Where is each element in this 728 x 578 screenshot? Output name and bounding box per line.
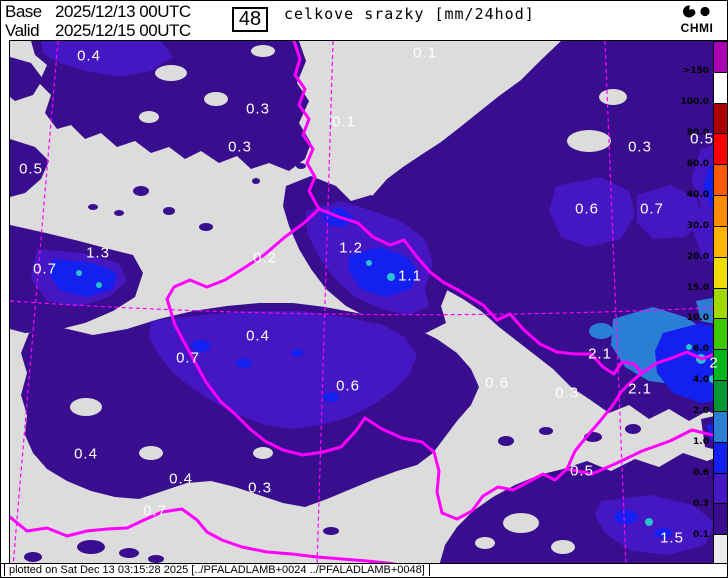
colorbar-segment xyxy=(713,195,727,227)
footer-text: plotted on Sat Dec 13 03:15:28 2025 [../… xyxy=(4,564,430,576)
colorbar-segment xyxy=(713,102,727,135)
country-borders xyxy=(10,41,727,566)
colorbar-tick: 60.0 xyxy=(686,159,709,170)
colorbar-tick: 4.0 xyxy=(693,375,709,386)
colorbar-segment xyxy=(713,380,727,412)
colorbar-segment xyxy=(713,472,727,505)
forecast-step-box: 48 xyxy=(232,7,268,32)
colorbar-tick: 6.0 xyxy=(693,344,709,355)
colorbar-tick: 1.0 xyxy=(693,436,709,447)
colorbar-tick: 80.0 xyxy=(686,128,709,139)
lat-lon-gridlines xyxy=(10,41,727,566)
colorbar-segment xyxy=(713,318,727,351)
colorbar-ticks: >150 100.0 80.0 60.0 40.0 30.0 20.0 15.0 10.0 6.0… xyxy=(641,41,711,566)
colorbar-tick: 0.1 xyxy=(693,529,709,540)
page-title: celkove srazky [mm/24hod] xyxy=(284,5,535,23)
colorbar-tick: 2.0 xyxy=(693,406,709,417)
colorbar-segment xyxy=(713,256,727,289)
valid-time-line: Valid 2025/12/15 00UTC xyxy=(5,21,191,41)
colorbar-tick: 20.0 xyxy=(686,251,709,262)
colorbar-segment xyxy=(713,349,727,382)
chmi-logo: CHMI xyxy=(677,4,717,35)
precipitation-field xyxy=(10,41,727,566)
colorbar-segment xyxy=(713,410,727,443)
colorbar-tick: 100.0 xyxy=(680,97,709,108)
colorbar-segment xyxy=(713,287,727,320)
colorbar-tick: 0.6 xyxy=(693,467,709,478)
colorbar-tick: >150 xyxy=(682,66,709,77)
colorbar-segment xyxy=(713,164,727,197)
chmi-logo-icon xyxy=(683,4,710,18)
weather-map xyxy=(9,40,727,567)
colorbar-tick: 0.3 xyxy=(693,498,709,509)
colorbar xyxy=(713,41,727,567)
colorbar-segment xyxy=(713,534,727,567)
colorbar-segment xyxy=(713,441,727,474)
colorbar-segment xyxy=(713,133,727,166)
footer: plotted on Sat Dec 13 03:15:28 2025 [../… xyxy=(1,563,727,577)
colorbar-segment xyxy=(713,225,727,258)
colorbar-segment xyxy=(713,71,727,104)
colorbar-segment xyxy=(713,41,727,73)
base-label: Base xyxy=(5,2,42,21)
dry-holes xyxy=(70,45,627,554)
plotted-timestamp: plotted on Sat Dec 13 03:15:28 2025 xyxy=(9,564,189,576)
base-time-line: Base 2025/12/13 00UTC xyxy=(5,2,191,22)
base-value: 2025/12/13 00UTC xyxy=(55,2,191,21)
colorbar-tick: 10.0 xyxy=(686,313,709,324)
source-files: [../PFALADLAMB+0024 ../PFALADLAMB+0048] xyxy=(191,564,425,576)
valid-label: Valid xyxy=(5,21,40,40)
chmi-logo-text: CHMI xyxy=(680,21,714,35)
colorbar-tick: 15.0 xyxy=(686,282,709,293)
colorbar-tick: 30.0 xyxy=(686,220,709,231)
colorbar-segment xyxy=(713,503,727,536)
valid-value: 2025/12/15 00UTC xyxy=(55,21,191,40)
colorbar-tick: 40.0 xyxy=(686,189,709,200)
